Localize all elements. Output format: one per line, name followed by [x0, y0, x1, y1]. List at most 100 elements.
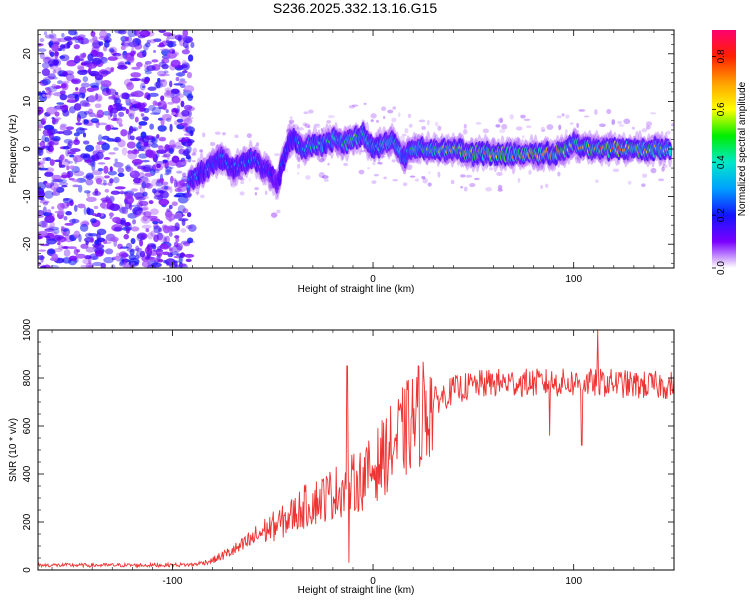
faint-cell	[315, 124, 321, 129]
noise-cell	[105, 88, 117, 95]
noise-cell	[156, 149, 168, 154]
noise-cell	[62, 109, 70, 117]
noise-cell	[138, 200, 144, 204]
faint-cell	[404, 127, 409, 134]
noise-cell	[50, 231, 58, 239]
noise-cell	[38, 146, 43, 154]
faint-cell	[499, 117, 504, 123]
noise-cell	[45, 147, 51, 151]
noise-cell	[38, 212, 42, 216]
faint-cell	[387, 109, 394, 114]
faint-cell	[501, 123, 508, 130]
noise-cell	[154, 81, 164, 89]
noise-cell	[174, 235, 180, 239]
noise-cell	[44, 182, 52, 187]
noise-cell	[99, 182, 110, 186]
noise-cell	[52, 69, 56, 74]
x-tick-label: -100	[162, 274, 182, 285]
noise-cell	[51, 174, 62, 180]
noise-cell	[134, 116, 139, 123]
noise-cell	[80, 40, 84, 44]
noise-cell	[175, 238, 180, 242]
noise-cell	[120, 129, 128, 137]
noise-cell	[153, 248, 164, 252]
noise-cell	[125, 164, 132, 173]
noise-cell	[102, 111, 111, 116]
noise-cell	[74, 39, 80, 44]
noise-cell	[83, 119, 89, 125]
noise-cell	[90, 236, 94, 243]
noise-cell	[184, 85, 195, 93]
noise-cell	[142, 211, 146, 216]
noise-cell	[76, 38, 85, 41]
faint-cell	[606, 108, 612, 114]
faint-cell	[402, 182, 408, 187]
noise-cell	[80, 153, 88, 159]
noise-cell	[39, 265, 47, 268]
noise-cell	[44, 136, 50, 143]
faint-cell	[192, 152, 196, 156]
noise-cell	[147, 215, 158, 219]
noise-cell	[182, 193, 192, 199]
faint-cell	[267, 183, 274, 189]
noise-cell	[82, 76, 89, 83]
noise-cell	[119, 257, 125, 266]
noise-cell	[140, 78, 145, 82]
noise-cell	[38, 220, 47, 228]
noise-cell	[157, 125, 167, 132]
noise-cell	[163, 185, 169, 190]
noise-cell	[144, 246, 153, 255]
faint-cell	[469, 182, 476, 188]
noise-cell	[162, 190, 169, 199]
faint-cell	[318, 158, 325, 163]
noise-cell	[62, 129, 73, 136]
noise-cell	[175, 181, 185, 189]
faint-cell	[657, 178, 665, 182]
noise-cell	[185, 225, 193, 230]
noise-cell	[168, 247, 173, 252]
noise-cell	[169, 123, 173, 133]
faint-cell	[418, 119, 426, 123]
noise-cell	[82, 140, 90, 145]
faint-cell	[239, 191, 245, 196]
noise-cell	[105, 124, 112, 132]
noise-cell	[129, 135, 135, 141]
noise-cell	[150, 243, 157, 248]
noise-cell	[183, 241, 191, 247]
noise-cell	[71, 179, 81, 183]
noise-cell	[113, 162, 124, 168]
noise-cell	[171, 96, 181, 104]
faint-cell	[246, 133, 252, 139]
noise-cell	[96, 228, 107, 236]
noise-cell	[123, 234, 130, 240]
faint-cell	[598, 123, 606, 127]
noise-cell	[68, 255, 78, 261]
noise-cell	[53, 118, 60, 123]
faint-cell	[392, 178, 399, 182]
noise-cell	[96, 109, 104, 118]
noise-cell	[175, 93, 185, 99]
noise-cell	[127, 113, 133, 117]
noise-cell	[152, 188, 157, 194]
noise-cell	[82, 220, 89, 224]
noise-cell	[157, 258, 164, 263]
noise-cell	[58, 182, 69, 186]
noise-cell	[129, 102, 134, 110]
noise-cell	[66, 202, 70, 207]
noise-cell	[95, 249, 104, 257]
noise-cell	[50, 37, 62, 44]
noise-cell	[83, 206, 87, 216]
noise-cell	[109, 107, 119, 114]
faint-cell	[541, 129, 546, 132]
noise-cell	[128, 125, 134, 134]
noise-cell	[41, 264, 46, 268]
noise-cell	[178, 263, 187, 267]
faint-cell	[421, 175, 426, 180]
faint-cell	[665, 130, 671, 135]
faint-cell	[540, 184, 543, 190]
noise-cell	[77, 184, 83, 193]
noise-cell	[86, 208, 95, 216]
snr-y-ticks: 0 200 400 600 800 1000	[22, 318, 674, 573]
noise-cell	[92, 243, 100, 247]
noise-cell	[184, 253, 195, 258]
